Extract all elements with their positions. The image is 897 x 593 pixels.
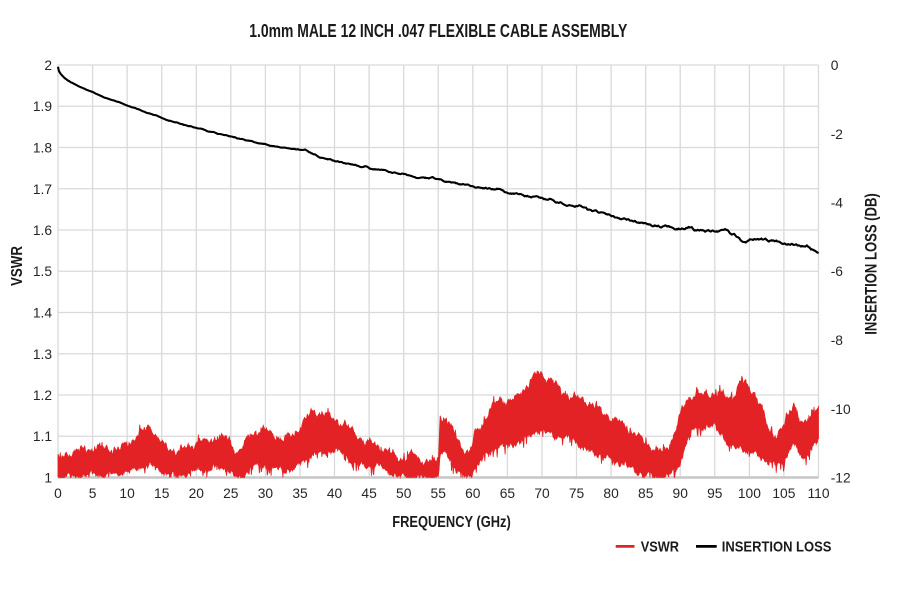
svg-text:VSWR: VSWR: [641, 538, 679, 555]
svg-text:-10: -10: [831, 402, 851, 417]
svg-text:80: 80: [603, 486, 619, 501]
svg-text:20: 20: [189, 486, 205, 501]
svg-text:60: 60: [465, 486, 481, 501]
svg-text:1.1: 1.1: [33, 429, 52, 444]
svg-text:100: 100: [738, 486, 761, 501]
svg-text:85: 85: [638, 486, 654, 501]
svg-text:-12: -12: [831, 471, 851, 486]
svg-text:INSERTION LOSS (DB): INSERTION LOSS (DB): [862, 193, 881, 335]
svg-text:0: 0: [54, 486, 62, 501]
svg-text:35: 35: [292, 486, 308, 501]
svg-text:70: 70: [534, 486, 550, 501]
svg-text:105: 105: [772, 486, 795, 501]
svg-text:1.5: 1.5: [33, 264, 53, 279]
svg-text:55: 55: [431, 486, 447, 501]
svg-text:30: 30: [258, 486, 274, 501]
svg-text:1.9: 1.9: [33, 99, 53, 114]
svg-text:15: 15: [154, 486, 170, 501]
svg-text:1: 1: [44, 471, 52, 486]
svg-text:1.4: 1.4: [33, 306, 53, 321]
svg-text:25: 25: [223, 486, 239, 501]
svg-text:1.6: 1.6: [33, 223, 53, 238]
svg-text:0: 0: [831, 58, 839, 73]
svg-text:5: 5: [89, 486, 97, 501]
svg-text:50: 50: [396, 486, 412, 501]
svg-text:1.0mm MALE 12 INCH .047 FLEXIB: 1.0mm MALE 12 INCH .047 FLEXIBLE CABLE A…: [249, 21, 627, 41]
svg-text:75: 75: [569, 486, 585, 501]
svg-text:40: 40: [327, 486, 343, 501]
svg-text:95: 95: [707, 486, 723, 501]
svg-text:FREQUENCY (GHz): FREQUENCY (GHz): [392, 514, 511, 531]
svg-text:110: 110: [808, 486, 830, 501]
svg-text:65: 65: [500, 486, 516, 501]
svg-text:-4: -4: [831, 196, 844, 211]
svg-text:2: 2: [44, 58, 52, 73]
svg-text:90: 90: [673, 486, 689, 501]
svg-text:-6: -6: [831, 264, 844, 279]
svg-text:1.3: 1.3: [33, 347, 53, 362]
svg-text:VSWR: VSWR: [9, 246, 26, 286]
svg-text:-2: -2: [831, 127, 843, 142]
svg-text:45: 45: [361, 486, 377, 501]
svg-text:INSERTION LOSS: INSERTION LOSS: [722, 538, 832, 555]
svg-text:-8: -8: [831, 333, 844, 348]
svg-text:10: 10: [119, 486, 135, 501]
svg-text:1.8: 1.8: [33, 141, 53, 156]
svg-text:1.2: 1.2: [33, 388, 52, 403]
svg-text:1.7: 1.7: [33, 182, 52, 197]
